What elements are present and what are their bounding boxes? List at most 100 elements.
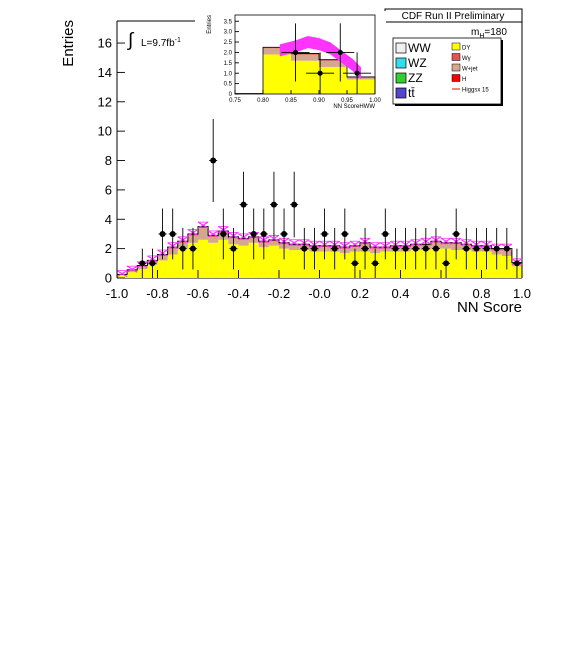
main-marker-28 [432,245,439,252]
main-data-point-10 [249,208,258,260]
legend-entry-3: tt̄ [395,86,415,100]
main-band-hatch-b-0 [116,270,128,278]
inset-y-tick-label-4: 2.0 [224,51,233,57]
main-band-bin-1 [126,265,138,273]
main-data-point-25 [401,227,410,270]
legend-label-2: ZZ [408,71,423,85]
main-x-ticks: -1.0 -0.8 -0.6 -0.4 -0.2 -0.0 0.2 0.4 0.6 0.8 1.0 [106,270,531,301]
inset-y-tick-label-2: 1.0 [224,71,233,77]
inset-band-shape [279,36,361,80]
main-data-point-26 [411,227,420,270]
main-bar-dy-8 [198,239,209,278]
legend-label-4: DY [462,46,470,52]
inset-bar-wjet-1 [263,48,291,55]
main-data-point-21 [361,227,370,270]
inset-bar-dy-3 [319,66,347,94]
main-marker-4 [179,245,186,252]
main-bar-wjet-17 [289,245,300,251]
main-marker-20 [351,260,358,267]
chart-title: CDF Run II Preliminary [402,11,505,22]
main-bar-w-8 [198,226,209,229]
main-marker-15 [301,245,308,252]
main-marker-6 [210,157,217,164]
inset-marker-0 [292,49,299,56]
main-marker-17 [321,230,328,237]
main-bar-w-9 [208,235,219,237]
inset-bar-w-1 [263,47,291,49]
main-band-hatch-b-23 [349,240,361,248]
inset-signal-band [279,36,361,80]
legend-swatch-1 [395,57,407,69]
main-data-point-19 [340,208,349,260]
main-x-tick-label-7: 0.4 [391,286,409,301]
main-y-ticks: 0 2 4 6 8 10 12 14 16 [98,36,125,286]
legend-swatch-0 [395,42,407,54]
main-x-tick-label-1: -0.8 [146,286,168,301]
main-x-tick-label-6: 0.2 [351,286,369,301]
main-marker-2 [159,230,166,237]
legend-label-3: tt̄ [408,86,415,100]
legend-shadow [501,40,503,106]
inset-y-tick-label-3: 1.5 [224,61,233,67]
main-data-point-11 [259,208,268,260]
inset-x-ticks: 0.75 0.80 0.85 0.90 0.95 1.00 [229,90,381,104]
inset-data-point-1 [306,52,335,94]
legend-label-7: H [462,77,466,83]
main-marker-25 [402,245,409,252]
inset-bar-wjet-3 [319,60,347,67]
x-axis-label: NN Score [457,299,522,316]
inset-stack-outline [234,46,376,94]
main-data-point-5 [188,227,197,270]
luminosity-label: L=9.7fb-1 [141,37,181,49]
main-y-tick-label-7: 14 [98,65,112,80]
main-marker-24 [392,245,399,252]
main-y-tick-label-6: 12 [98,94,112,109]
mass-letter: m [471,27,479,38]
main-marker-7 [220,230,227,237]
main-x-tick-label-8: 0.6 [432,286,450,301]
main-marker-12 [270,201,277,208]
main-x-tick-label-9: 0.8 [472,286,490,301]
main-marker-35 [503,245,510,252]
main-marker-3 [169,230,176,237]
main-marker-16 [311,245,318,252]
main-bar-dy-22 [339,253,350,278]
main-y-tick-label-4: 8 [105,153,112,168]
main-band-bin-9 [207,230,219,238]
main-bar-dy-20 [319,251,330,278]
mass-subscript: H [479,33,484,40]
legend-label-8: Higgsx 15 [462,88,489,94]
integral-symbol: ∫ [127,30,135,51]
main-bar-wjet-15 [268,241,279,246]
main-bar-w-25 [370,247,381,249]
main-marker-27 [422,245,429,252]
main-band-bin-8 [197,221,209,229]
legend-swatch-3 [395,87,407,99]
main-bar-dy-16 [279,248,290,278]
main-bar-w-17 [289,244,300,246]
inset-chart: 0.75 0.80 0.85 0.90 0.95 1.00 0 0.5 1.0 1.5 2.0 2.… [196,11,386,110]
main-data-point-23 [381,208,390,260]
main-y-tick-label-2: 4 [105,212,112,227]
main-marker-18 [331,245,338,252]
inset-y-tick-label-5: 2.5 [224,40,233,46]
main-bar-dy-4 [157,260,168,278]
main-marker-9 [240,201,247,208]
main-marker-33 [483,245,490,252]
main-data-point-35 [502,227,511,270]
main-y-tick-label-1: 2 [105,241,112,256]
main-data-point-14 [290,171,299,238]
main-data-point-33 [482,227,491,270]
main-x-tick-label-4: -0.2 [268,286,290,301]
main-data-point-6 [209,118,218,203]
main-data-point-22 [371,248,380,278]
main-marker-34 [493,245,500,252]
y-axis-label: Entries [60,20,77,67]
main-band-bin-25 [369,242,381,250]
legend-entry-2: ZZ [395,71,423,85]
legend-box [392,37,502,105]
main-marker-26 [412,245,419,252]
main-data-point-12 [269,171,278,238]
main-data-point-9 [239,171,248,238]
